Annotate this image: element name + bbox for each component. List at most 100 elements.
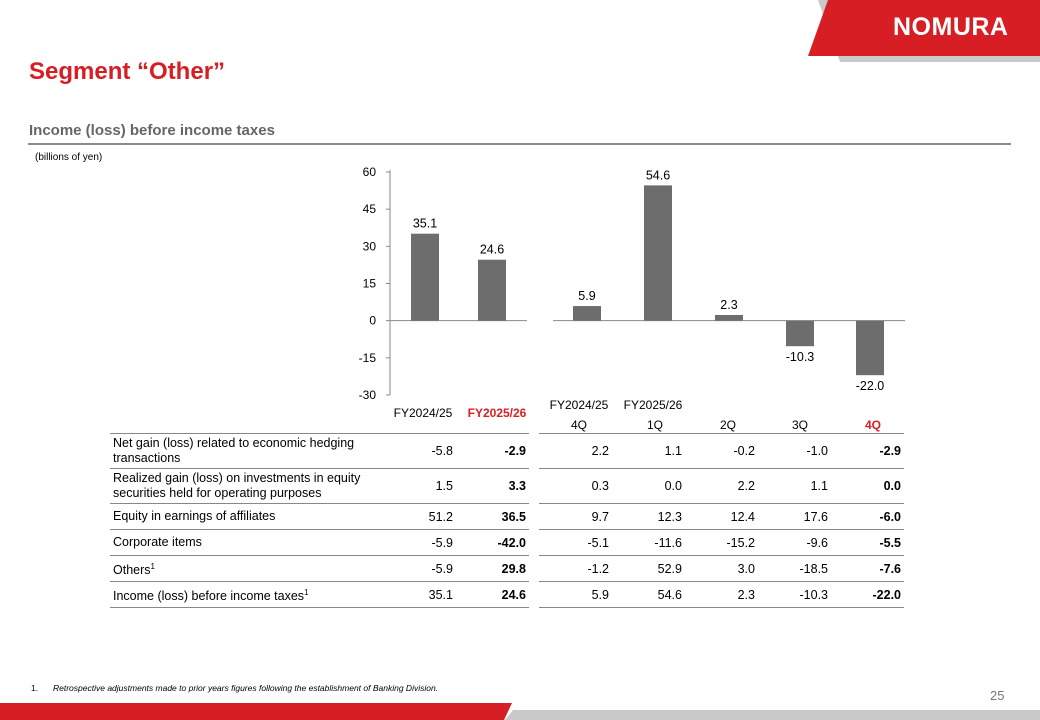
table-cell: 3.0: [685, 555, 758, 582]
table-cell: 0.0: [612, 468, 685, 504]
footnote-text: Retrospective adjustments made to prior …: [53, 683, 439, 693]
data-label: 54.6: [646, 168, 670, 182]
table-cell: 51.2: [383, 503, 456, 530]
table-cell: -5.9: [383, 529, 456, 556]
footnote-marker: 1: [150, 561, 155, 571]
bar: [478, 259, 506, 321]
row-label: Equity in earnings of affiliates: [110, 503, 383, 530]
data-label: 5.9: [578, 289, 595, 303]
header-annual-fy2024: FY2024/25: [393, 406, 453, 420]
footer-bar-red: [0, 703, 512, 720]
table-cell: 52.9: [612, 555, 685, 582]
table-cell: 54.6: [612, 581, 685, 608]
table-row: Realized gain (loss) on investments in e…: [110, 468, 904, 504]
footnote-marker: 1: [304, 587, 309, 597]
logo-banner: [808, 0, 1040, 56]
table-row: Equity in earnings of affiliates 51.2 36…: [110, 503, 904, 530]
section-divider: [28, 143, 1011, 145]
table-cell: 2.2: [539, 433, 612, 469]
bar: [573, 306, 601, 321]
table-cell: 35.1: [383, 581, 456, 608]
table-cell: 3.3: [456, 468, 529, 504]
table-row: Others1 -5.9 29.8 -1.2 52.9 3.0 -18.5 -7…: [110, 555, 904, 582]
header-quarter-year-fy2024: FY2024/25: [549, 398, 609, 412]
table-cell: -9.6: [758, 529, 831, 556]
bar: [644, 185, 672, 321]
y-tick-label: 60: [363, 165, 377, 179]
table-cell: 36.5: [456, 503, 529, 530]
nomura-logo: NOMURA: [893, 13, 1009, 41]
table-row: Net gain (loss) related to economic hedg…: [110, 433, 904, 469]
table-cell: 1.5: [383, 468, 456, 504]
header-quarter-year-fy2025: FY2025/26: [623, 398, 683, 412]
header-quarter-1q: 1Q: [646, 418, 663, 432]
data-label: 2.3: [720, 298, 737, 312]
table-cell: 0.0: [831, 468, 904, 504]
y-tick-label: 30: [363, 239, 377, 253]
footer-bar-grey: [505, 710, 1040, 720]
y-tick-label: -15: [359, 351, 377, 365]
section-title: Income (loss) before income taxes: [29, 122, 275, 139]
table-cell: 0.3: [539, 468, 612, 504]
header-quarter-4q-prior: 4Q: [570, 418, 587, 432]
y-tick-label: 0: [369, 314, 376, 328]
table-cell: -15.2: [685, 529, 758, 556]
table-cell: 5.9: [539, 581, 612, 608]
data-label: -22.0: [856, 379, 885, 393]
row-label: Corporate items: [110, 529, 383, 556]
y-tick-label: 15: [363, 277, 377, 291]
table-cell: 2.2: [685, 468, 758, 504]
table-cell: -2.9: [456, 433, 529, 469]
table-cell: 1.1: [612, 433, 685, 469]
table-row: Corporate items -5.9 -42.0 -5.1 -11.6 -1…: [110, 529, 904, 556]
row-label: Others1: [110, 555, 383, 582]
table-cell: -11.6: [612, 529, 685, 556]
table-cell: 12.3: [612, 503, 685, 530]
header-quarter-4q: 4Q: [864, 418, 881, 432]
table-cell: -5.9: [383, 555, 456, 582]
header-quarter-3q: 3Q: [791, 418, 808, 432]
row-label: Net gain (loss) related to economic hedg…: [110, 433, 383, 469]
table-cell: 12.4: [685, 503, 758, 530]
bar: [786, 320, 814, 347]
footnote: 1. Retrospective adjustments made to prio…: [31, 683, 438, 693]
bar: [715, 314, 743, 321]
table-cell: -18.5: [758, 555, 831, 582]
header-quarter-2q: 2Q: [719, 418, 736, 432]
footnote-number: 1.: [31, 683, 39, 693]
table-cell: -6.0: [831, 503, 904, 530]
table-cell: 2.3: [685, 581, 758, 608]
table-cell: -1.2: [539, 555, 612, 582]
table-cell: -5.5: [831, 529, 904, 556]
page-title: Segment “Other”: [29, 58, 226, 85]
table-cell: 24.6: [456, 581, 529, 608]
table-row: Income (loss) before income taxes1 35.1 …: [110, 581, 904, 608]
table-cell: -7.6: [831, 555, 904, 582]
table-cell: -5.8: [383, 433, 456, 469]
table-cell: -5.1: [539, 529, 612, 556]
table-cell: -42.0: [456, 529, 529, 556]
page-number: 25: [990, 688, 1005, 703]
row-label: Income (loss) before income taxes1: [110, 581, 383, 608]
row-label: Realized gain (loss) on investments in e…: [110, 468, 383, 504]
data-label: 24.6: [480, 243, 504, 257]
table-cell: -1.0: [758, 433, 831, 469]
income-breakdown-table: Net gain (loss) related to economic hedg…: [110, 433, 904, 608]
table-cell: -22.0: [831, 581, 904, 608]
table-cell: 1.1: [758, 468, 831, 504]
bar: [411, 233, 439, 321]
bar: [856, 320, 884, 376]
y-tick-label: 45: [363, 202, 377, 216]
data-label: -10.3: [786, 350, 815, 364]
table-cell: 17.6: [758, 503, 831, 530]
header-annual-fy2025: FY2025/26: [467, 406, 527, 420]
units-note: (billions of yen): [35, 152, 103, 163]
table-cell: -2.9: [831, 433, 904, 469]
data-label: 35.1: [413, 217, 437, 231]
table-cell: -10.3: [758, 581, 831, 608]
table-cell: 29.8: [456, 555, 529, 582]
y-tick-label: -30: [359, 388, 377, 402]
table-cell: -0.2: [685, 433, 758, 469]
table-cell: 9.7: [539, 503, 612, 530]
income-bar-chart: 60 45 30 15 0 -15 -30 35.1 24.6 5.9 54.6 2.3 -10.3 -2…: [359, 165, 905, 402]
